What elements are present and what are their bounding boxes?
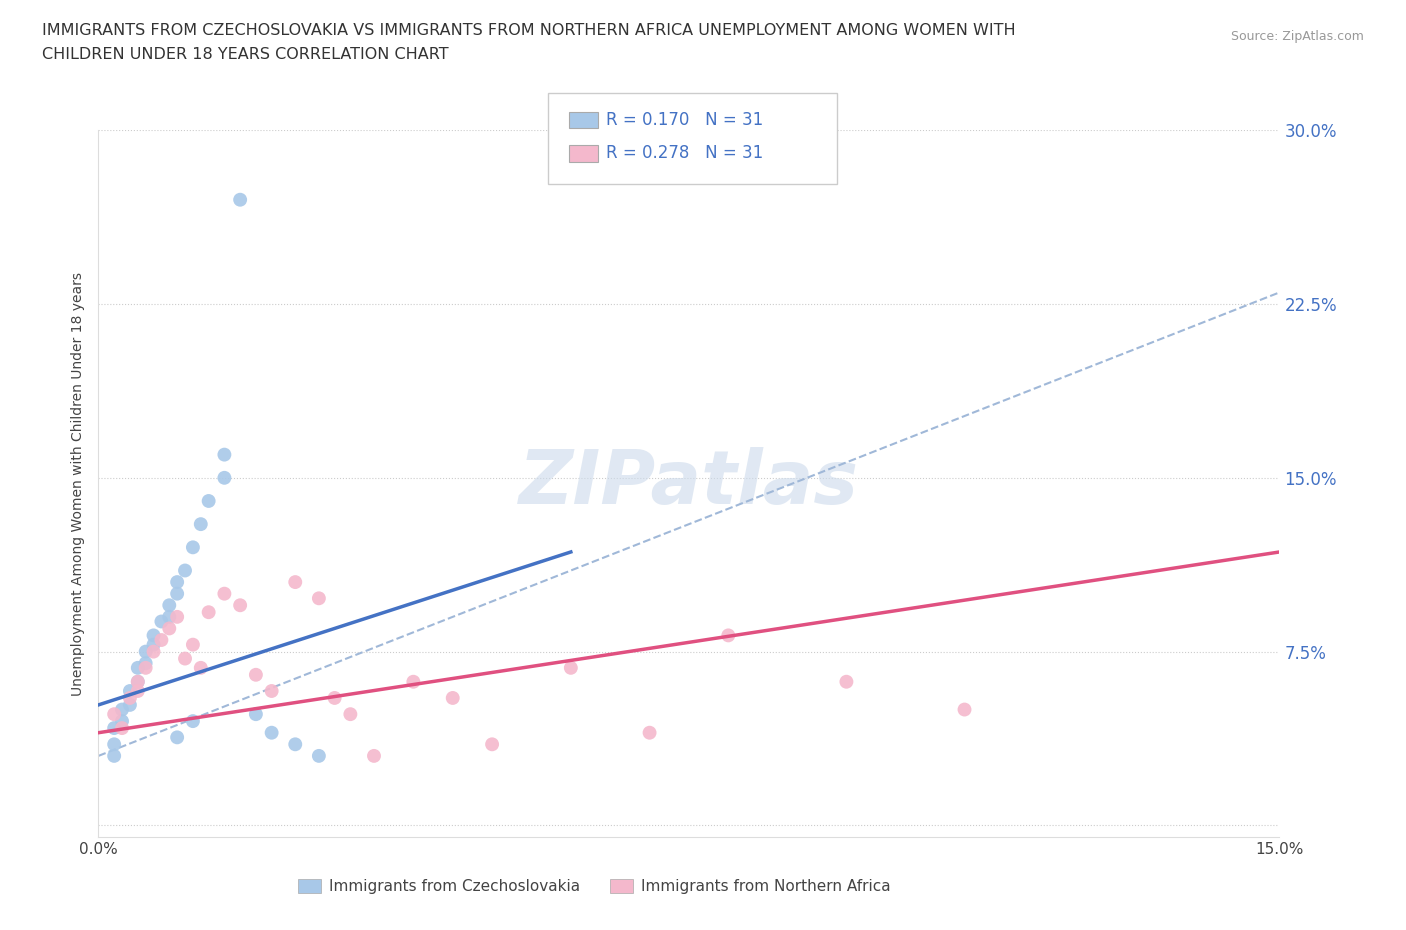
Point xyxy=(142,644,165,659)
Y-axis label: Unemployment Among Women with Children Under 18 years: Unemployment Among Women with Children U… xyxy=(72,272,86,696)
Point xyxy=(150,614,173,629)
Point xyxy=(150,632,173,647)
Point xyxy=(135,660,157,675)
Point xyxy=(260,725,283,740)
Text: IMMIGRANTS FROM CZECHOSLOVAKIA VS IMMIGRANTS FROM NORTHERN AFRICA UNEMPLOYMENT A: IMMIGRANTS FROM CZECHOSLOVAKIA VS IMMIGR… xyxy=(42,23,1015,61)
Point xyxy=(127,674,149,689)
Point xyxy=(135,656,157,671)
Point xyxy=(157,598,180,613)
Text: R = 0.170   N = 31: R = 0.170 N = 31 xyxy=(606,111,763,129)
Point xyxy=(190,517,212,532)
Point xyxy=(190,660,212,675)
Point xyxy=(284,575,307,590)
Point xyxy=(441,690,464,705)
Point xyxy=(638,725,661,740)
Point xyxy=(953,702,976,717)
Point xyxy=(166,730,188,745)
Point xyxy=(111,721,134,736)
Point xyxy=(103,707,125,722)
Text: R = 0.278   N = 31: R = 0.278 N = 31 xyxy=(606,144,763,163)
Point xyxy=(127,660,149,675)
Point xyxy=(166,575,188,590)
Legend: Immigrants from Czechoslovakia, Immigrants from Northern Africa: Immigrants from Czechoslovakia, Immigran… xyxy=(292,872,897,900)
Point xyxy=(181,637,204,652)
Point xyxy=(717,628,740,643)
Point xyxy=(308,591,330,605)
Point xyxy=(174,651,197,666)
Point xyxy=(142,637,165,652)
Point xyxy=(166,586,188,601)
Point xyxy=(560,660,582,675)
Point xyxy=(135,644,157,659)
Point xyxy=(118,698,141,712)
Point xyxy=(402,674,425,689)
Point xyxy=(284,737,307,751)
Point xyxy=(103,721,125,736)
Point xyxy=(157,609,180,624)
Point xyxy=(323,690,346,705)
Point xyxy=(229,598,252,613)
Point xyxy=(835,674,858,689)
Point xyxy=(103,749,125,764)
Point xyxy=(245,707,267,722)
Point xyxy=(127,684,149,698)
Point xyxy=(181,540,204,555)
Point xyxy=(214,586,236,601)
Point xyxy=(260,684,283,698)
Point xyxy=(103,737,125,751)
Point xyxy=(308,749,330,764)
Point xyxy=(197,604,219,619)
Text: Source: ZipAtlas.com: Source: ZipAtlas.com xyxy=(1230,30,1364,43)
Point xyxy=(157,621,180,636)
Point xyxy=(142,628,165,643)
Point xyxy=(181,713,204,728)
Point xyxy=(118,690,141,705)
Point xyxy=(111,702,134,717)
Point xyxy=(214,471,236,485)
Point xyxy=(197,494,219,509)
Point xyxy=(127,674,149,689)
Point xyxy=(118,684,141,698)
Point xyxy=(481,737,503,751)
Text: ZIPatlas: ZIPatlas xyxy=(519,447,859,520)
Point xyxy=(111,713,134,728)
Point xyxy=(363,749,385,764)
Point xyxy=(245,668,267,683)
Point xyxy=(229,193,252,207)
Point xyxy=(339,707,361,722)
Point xyxy=(166,609,188,624)
Point xyxy=(214,447,236,462)
Point xyxy=(174,563,197,578)
